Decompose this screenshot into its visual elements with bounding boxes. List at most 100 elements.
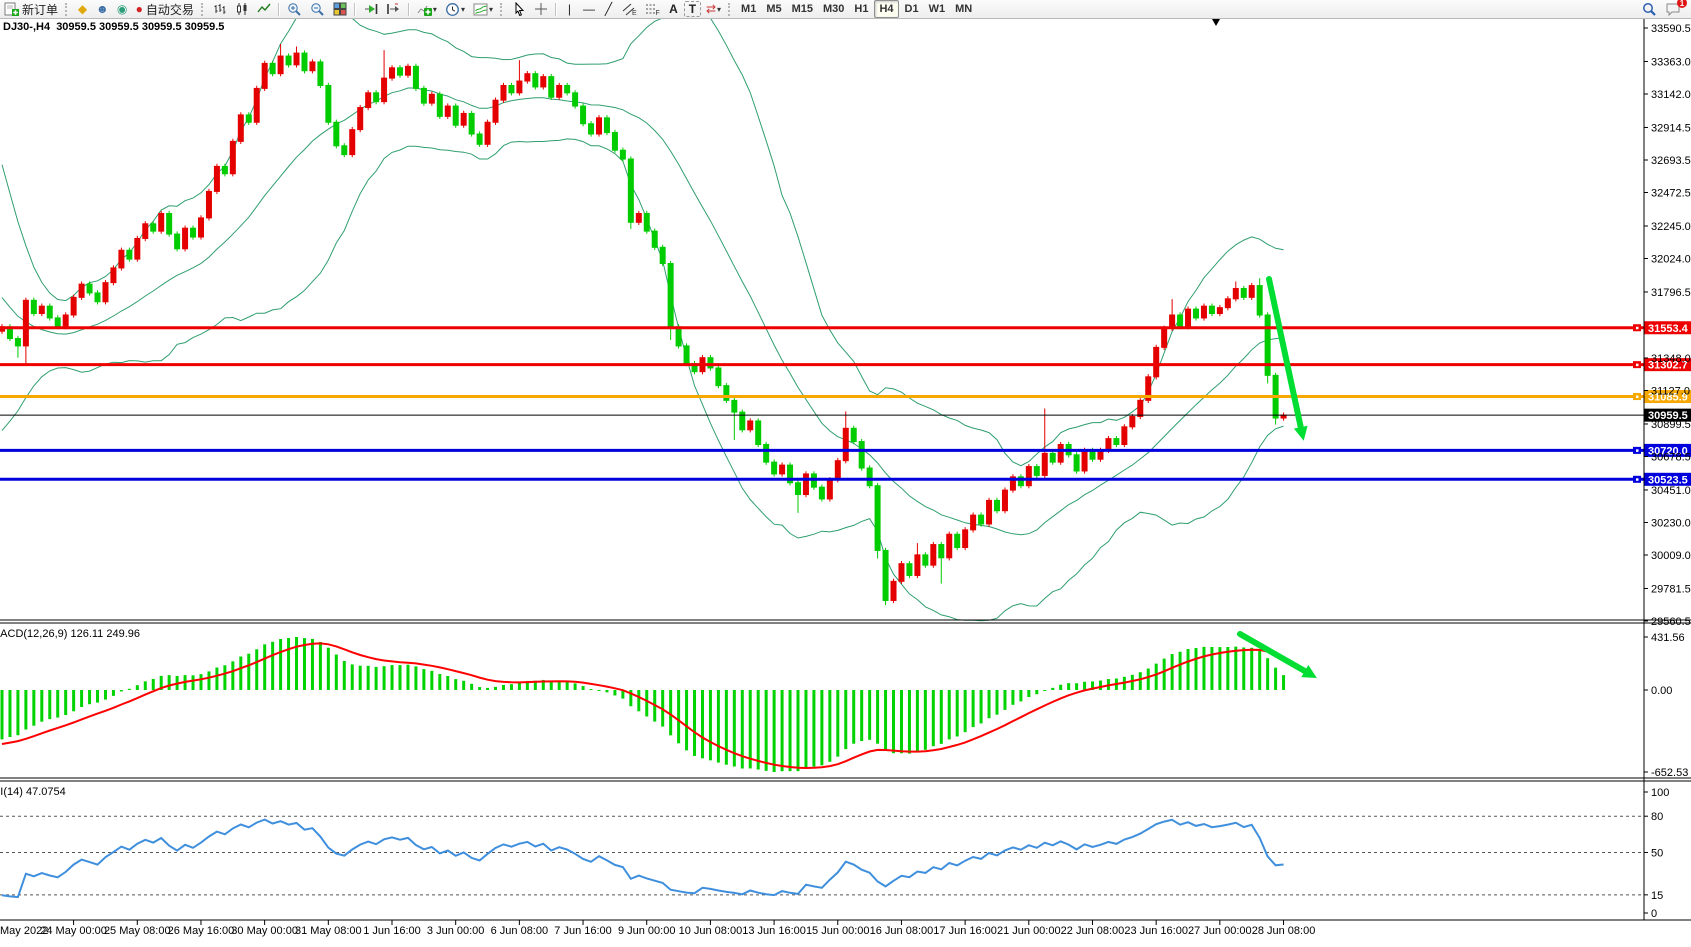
svg-text:31127.0: 31127.0 [1651, 385, 1690, 397]
svg-text:33363.0: 33363.0 [1651, 56, 1691, 68]
equidistant-channel-icon: E [622, 3, 637, 16]
svg-text:30899.5: 30899.5 [1651, 419, 1691, 431]
crosshair-button[interactable] [531, 1, 551, 17]
fibonacci-icon: F [645, 4, 660, 16]
svg-text:50: 50 [1651, 848, 1663, 860]
svg-text:1 Jun 16:00: 1 Jun 16:00 [363, 925, 421, 937]
periods-button[interactable]: ▾ [442, 1, 468, 17]
profile-icon[interactable]: ☻ [96, 2, 109, 16]
svg-text:100: 100 [1651, 787, 1669, 799]
svg-text:431.56: 431.56 [1651, 632, 1685, 644]
price-line-label [1644, 358, 1691, 372]
timeframe-m30-button[interactable]: M30 [823, 3, 845, 15]
autoscroll-button[interactable] [360, 1, 381, 17]
rsi-indicator-label: RSI(14) 47.0754 [0, 786, 66, 798]
svg-text:31302.7: 31302.7 [1648, 360, 1688, 372]
cursor-button[interactable] [509, 1, 529, 17]
svg-text:32693.5: 32693.5 [1651, 155, 1691, 167]
templates-button[interactable]: ▾ [470, 1, 496, 17]
timeframe-mn-button[interactable]: MN [955, 3, 973, 15]
candle-chart-mode-button[interactable] [232, 1, 252, 17]
timeframe-h1-button[interactable]: H1 [854, 3, 869, 15]
zoom-in-button[interactable] [284, 1, 305, 17]
svg-text:9 Jun 00:00: 9 Jun 00:00 [618, 925, 676, 937]
price-line-label [1644, 390, 1691, 404]
price-line-label [1644, 321, 1691, 335]
timeframe-w1-button[interactable]: W1 [928, 3, 946, 15]
svg-text:0: 0 [1651, 908, 1657, 920]
top-marker-icon [1212, 19, 1220, 26]
svg-text:30230.0: 30230.0 [1651, 517, 1691, 529]
svg-text:21 Jun 00:00: 21 Jun 00:00 [997, 925, 1061, 937]
svg-text:31348.0: 31348.0 [1651, 353, 1691, 365]
bollinger-bands-layer [1, 0, 1284, 622]
autotrade-ball-icon: ● [135, 2, 143, 16]
channel-tool-button[interactable]: E [619, 1, 640, 17]
chevron-down-icon: ▾ [488, 4, 493, 14]
timeframe-d1-button[interactable]: D1 [904, 3, 919, 15]
svg-text:80: 80 [1651, 811, 1663, 823]
crosshair-icon [534, 3, 547, 15]
indicator-panes-layer [0, 637, 1644, 899]
tile-windows-icon [333, 2, 347, 16]
svg-text:17 Jun 16:00: 17 Jun 16:00 [933, 925, 997, 937]
svg-text:30451.0: 30451.0 [1651, 485, 1691, 497]
svg-text:25 May 08:00: 25 May 08:00 [104, 925, 171, 937]
svg-text:24 May 00:00: 24 May 00:00 [40, 925, 107, 937]
line-chart-mode-button[interactable] [254, 1, 274, 17]
bar-chart-mode-button[interactable] [210, 1, 230, 17]
toolbar-separator [407, 2, 410, 16]
horizontal-line-tool-button[interactable]: — [582, 2, 595, 16]
arrows-icon: ⇄ [705, 2, 717, 16]
symbols-icon[interactable]: ◆ [77, 2, 88, 16]
toolbar-grip [499, 2, 505, 16]
svg-text:31553.4: 31553.4 [1648, 323, 1689, 335]
toolbar-grip [200, 2, 206, 16]
price-line-label [1644, 472, 1691, 486]
svg-text:E: E [632, 10, 637, 16]
svg-text:13 Jun 16:00: 13 Jun 16:00 [742, 925, 806, 937]
toolbar-separator [353, 2, 356, 16]
timeframe-m5-button[interactable]: M5 [766, 3, 782, 15]
chevron-down-icon: ▾ [460, 4, 465, 14]
svg-text:32914.5: 32914.5 [1651, 122, 1691, 134]
zoom-out-button[interactable] [307, 1, 328, 17]
svg-text:29781.5: 29781.5 [1651, 583, 1691, 595]
autotrade-button[interactable]: ● 自动交易 [133, 1, 197, 17]
timeframe-m1-button[interactable]: M1 [741, 3, 757, 15]
svg-text:32245.0: 32245.0 [1651, 221, 1691, 233]
zoom-in-icon [288, 2, 301, 16]
svg-text:6 Jun 08:00: 6 Jun 08:00 [491, 925, 549, 937]
svg-text:16 Jun 08:00: 16 Jun 08:00 [870, 925, 934, 937]
search-button[interactable] [1639, 1, 1660, 17]
svg-text:30009.0: 30009.0 [1651, 550, 1691, 562]
svg-text:7 Jun 16:00: 7 Jun 16:00 [554, 925, 612, 937]
timeframe-m15-button[interactable]: M15 [791, 3, 814, 15]
signal-icon[interactable]: ◉ [116, 2, 128, 16]
cursor-arrow-icon [515, 2, 525, 16]
text-tool-button[interactable]: A [669, 2, 678, 16]
chart-shift-button[interactable] [383, 1, 404, 17]
svg-text:-652.53: -652.53 [1651, 767, 1688, 779]
arrows-tool-button[interactable]: ⇄ ▾ [703, 1, 724, 17]
notifications-button[interactable]: 1 [1662, 0, 1687, 17]
tile-windows-button[interactable] [330, 1, 350, 17]
new-order-icon [4, 2, 19, 16]
axes-layer: 33590.5 33363.0 33142.0 32914.5 32693.5 32472… [0, 17, 1691, 937]
fibonacci-tool-button[interactable]: F [642, 1, 663, 17]
trendline-tool-button[interactable]: ╱ [604, 2, 613, 16]
toolbar-separator [554, 2, 557, 16]
indicators-button[interactable]: ▾ [414, 1, 440, 17]
annotations-layer [1212, 19, 1317, 678]
timeframe-h4-button[interactable]: H4 [874, 0, 899, 18]
chart-shift-icon [387, 3, 399, 14]
new-order-button[interactable]: 新订单 [1, 1, 61, 17]
vertical-line-tool-button[interactable]: | [567, 2, 572, 16]
label-tool-button[interactable]: T [683, 1, 701, 17]
autotrade-label: 自动交易 [145, 2, 194, 17]
svg-text:22 Jun 08:00: 22 Jun 08:00 [1061, 925, 1125, 937]
clock-icon [445, 2, 459, 16]
svg-text:0.00: 0.00 [1651, 685, 1672, 697]
